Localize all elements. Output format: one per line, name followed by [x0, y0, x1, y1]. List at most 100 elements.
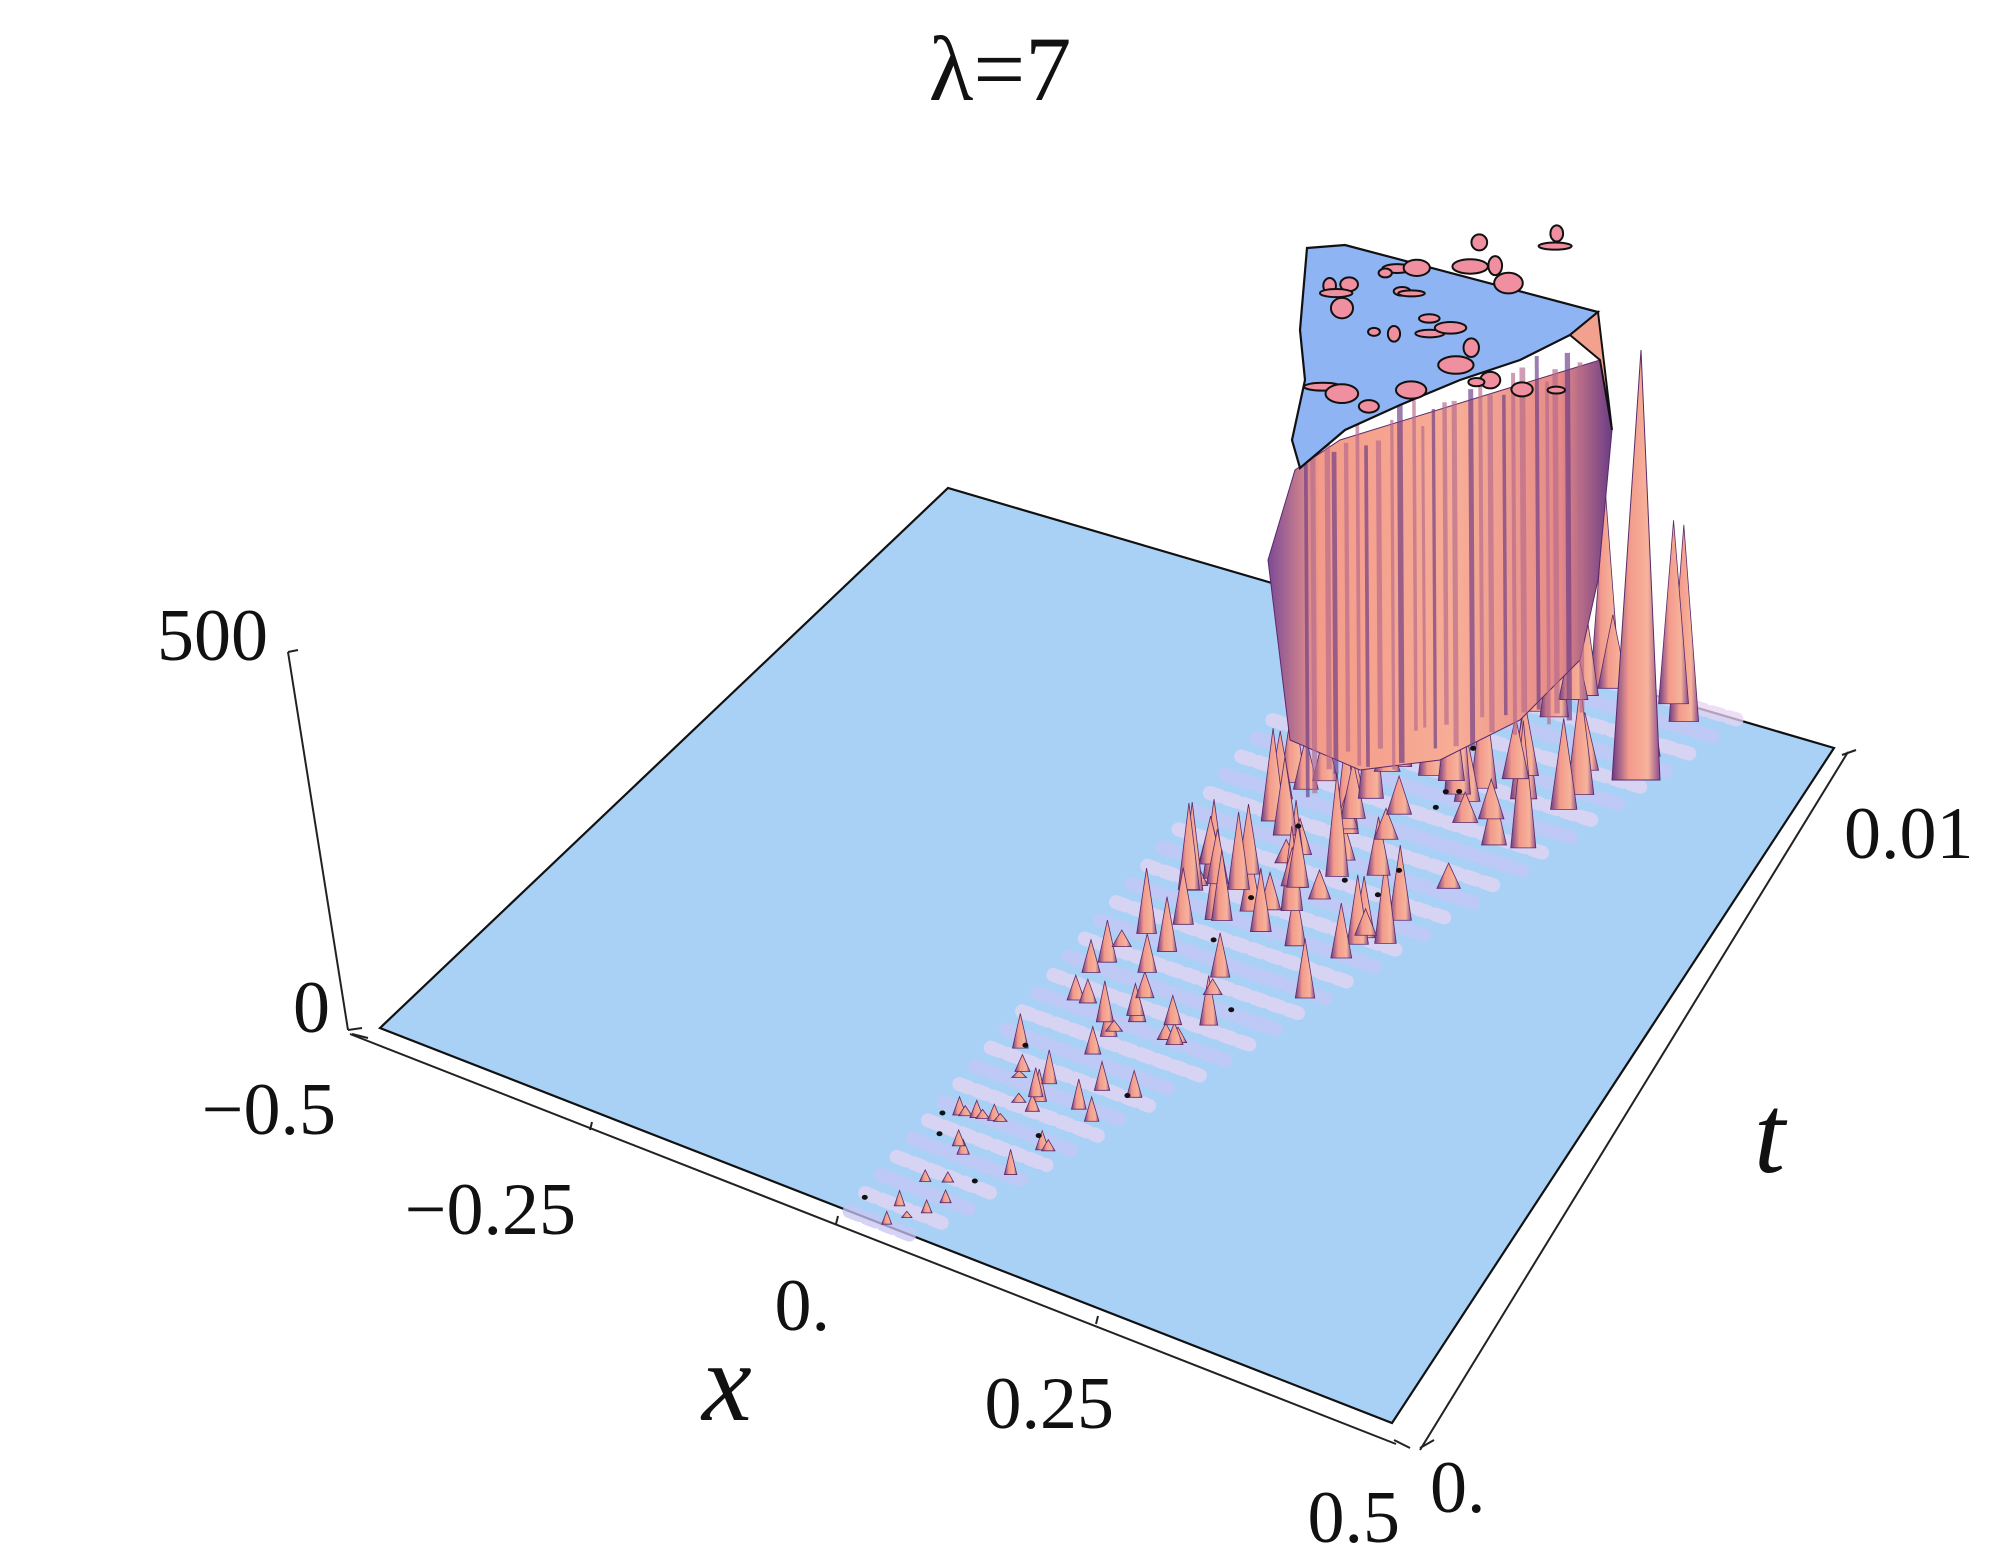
surface-spike [1202, 978, 1223, 996]
front-ripple [1108, 895, 1358, 990]
z-tick-0 [347, 1027, 363, 1031]
wall-ridge [1390, 419, 1396, 770]
front-ripple [1030, 986, 1233, 1068]
cap-contour [1487, 255, 1504, 277]
surface-spike [1070, 1078, 1087, 1110]
z-tick-label-0: 0 [293, 967, 330, 1049]
plane-contour-dot [1228, 1007, 1235, 1013]
wall-ridge [1502, 394, 1508, 716]
surface-spike [1510, 720, 1537, 849]
surface-spike [1014, 1053, 1031, 1072]
cap-contour [1467, 376, 1486, 388]
surface-spike [1163, 994, 1183, 1026]
wall-ridge [1396, 404, 1405, 763]
plane-contour-dot [1396, 867, 1403, 873]
clip-contours [861, 224, 1573, 1200]
front-ripple [1061, 949, 1283, 1037]
x-tick-05 [1393, 1439, 1411, 1449]
wall-ridge [1511, 372, 1518, 735]
surface-spike [1172, 867, 1194, 925]
surface-spike [918, 1169, 932, 1182]
plane-contour-dot [861, 1194, 868, 1200]
surface-spike [1137, 933, 1158, 973]
surface-spike [939, 1189, 952, 1204]
surface-spike [1374, 859, 1397, 944]
x-tick-025 [1095, 1315, 1099, 1325]
surface-spike [951, 1128, 966, 1147]
z-tick-500 [287, 649, 299, 653]
front-ripple [873, 1167, 976, 1216]
front-ripple [999, 1022, 1182, 1098]
surface-spike [1126, 981, 1145, 1016]
plane-contour-dot [1035, 1133, 1042, 1139]
front-ripple [1015, 1004, 1207, 1083]
surface-spike [1165, 1021, 1184, 1046]
wall-ridge [1375, 440, 1384, 749]
surface-spike [1330, 903, 1353, 959]
surface-spike [1658, 520, 1689, 705]
surface-spike [1386, 774, 1413, 815]
z-axis-line [287, 651, 349, 1031]
wall-ridge [1451, 400, 1459, 747]
surface-spike [1209, 932, 1231, 978]
axis-edges [349, 751, 1849, 1451]
wall-ridge [1545, 381, 1551, 725]
surface-spike [900, 1210, 913, 1219]
plane-contour-dot [1374, 892, 1381, 898]
surface-spike [1066, 974, 1086, 1001]
surface-spike [1097, 919, 1118, 963]
surface-spike [1249, 867, 1272, 932]
front-ripple [920, 1113, 1054, 1173]
plane-contour-dot [1341, 877, 1348, 883]
wall-ridge [1343, 442, 1351, 752]
x-tick-label-025: 0.25 [985, 1363, 1115, 1445]
wall-ridge [1324, 444, 1332, 770]
surface-spike [1286, 822, 1310, 888]
surface-spike [1040, 1138, 1056, 1152]
surface-spike [1104, 1019, 1124, 1032]
surface-spike [1027, 1067, 1044, 1098]
cap-contour [1324, 383, 1360, 405]
cap-contour [1318, 287, 1354, 299]
cap-contour [1377, 267, 1393, 279]
chart-title: λ=7 [929, 18, 1072, 120]
wall-ridge [1519, 367, 1528, 713]
cap-contour [1470, 233, 1489, 252]
front-ripple [1077, 931, 1308, 1021]
wall-ridge [1442, 402, 1449, 725]
clip-cap-side [1568, 310, 1613, 431]
plane-contour-dot [1432, 804, 1439, 810]
cap-contour [1437, 355, 1475, 375]
wall-ridge [1577, 362, 1585, 713]
wall-ridge [1331, 451, 1339, 774]
peak-wall-ridges [1303, 349, 1661, 798]
surface-spike [1081, 938, 1101, 973]
x-tick-label-n05: −0.5 [202, 1069, 336, 1151]
surface-spike [1550, 718, 1578, 810]
surface-spike [1294, 938, 1316, 999]
surface-spike [1111, 929, 1133, 948]
plane-contour-dot [1210, 937, 1217, 943]
wall-ridge [1564, 352, 1572, 721]
wall-ridge [1468, 389, 1476, 751]
wall-ridge [1431, 408, 1438, 749]
x-axis-edge [349, 1033, 1397, 1445]
surface-spike [941, 1171, 955, 1183]
surface-spike [1501, 717, 1530, 780]
cap-contour [1397, 289, 1426, 298]
wall-ridge [1412, 400, 1418, 731]
plane-contour-dot [1295, 823, 1302, 829]
surface-spike [1199, 975, 1219, 1026]
surface-spike [1325, 772, 1349, 877]
cap-contour [1329, 296, 1354, 320]
t-axis-label: t [1754, 1073, 1788, 1197]
x-tick-n05 [351, 1033, 369, 1039]
surface-spike [1388, 845, 1412, 921]
surface-spike [881, 1210, 893, 1225]
t-tick-label-001: 0.01 [1844, 793, 1974, 875]
x-tick-label-n025: −0.25 [405, 1169, 576, 1251]
surface-spike [1566, 685, 1595, 795]
wall-ridge [1310, 447, 1318, 794]
plane-contour-dot [1124, 1093, 1131, 1099]
